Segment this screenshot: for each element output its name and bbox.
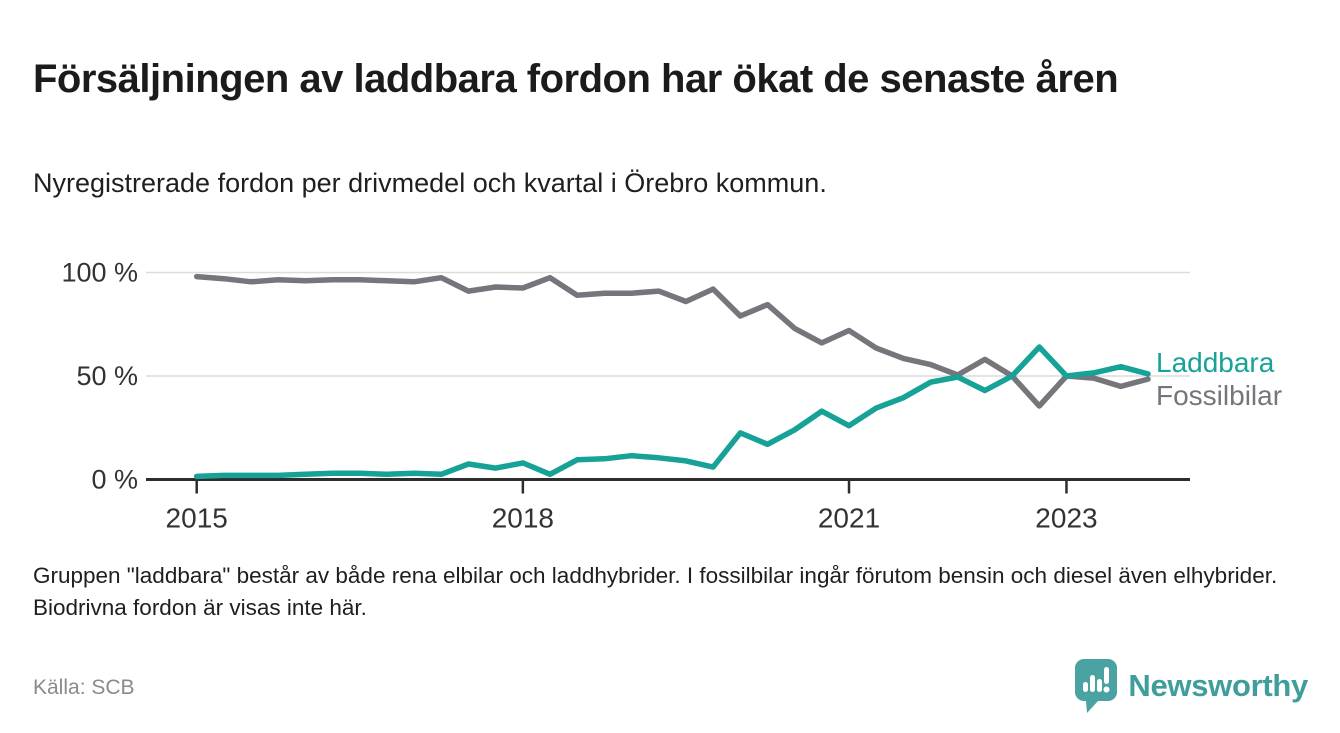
newsworthy-pin-chart-icon bbox=[1075, 659, 1118, 713]
series-label-fossilbilar: Fossilbilar bbox=[1156, 380, 1282, 411]
x-tick-label: 2021 bbox=[818, 503, 880, 534]
y-tick-label: 100 % bbox=[61, 258, 138, 288]
x-tick-label: 2023 bbox=[1035, 503, 1097, 534]
chart-footnote: Gruppen "laddbara" består av både rena e… bbox=[33, 563, 1278, 620]
series-line-laddbara bbox=[193, 344, 1151, 480]
y-tick-label: 50 % bbox=[76, 361, 138, 391]
chart-subtitle: Nyregistrerade fordon per drivmedel och … bbox=[33, 168, 827, 198]
x-tick-label: 2015 bbox=[166, 503, 228, 534]
x-tick-label: 2018 bbox=[492, 503, 554, 534]
series-line-fossilbilar bbox=[193, 273, 1151, 409]
source-label: Källa: SCB bbox=[33, 676, 135, 699]
y-tick-label: 0 % bbox=[91, 465, 138, 495]
newsworthy-wordmark: Newsworthy bbox=[1128, 668, 1308, 703]
series-label-laddbara: Laddbara bbox=[1156, 347, 1275, 378]
page-title: Försäljningen av laddbara fordon har öka… bbox=[33, 56, 1119, 101]
newsworthy-logo: Newsworthy bbox=[1074, 658, 1308, 714]
